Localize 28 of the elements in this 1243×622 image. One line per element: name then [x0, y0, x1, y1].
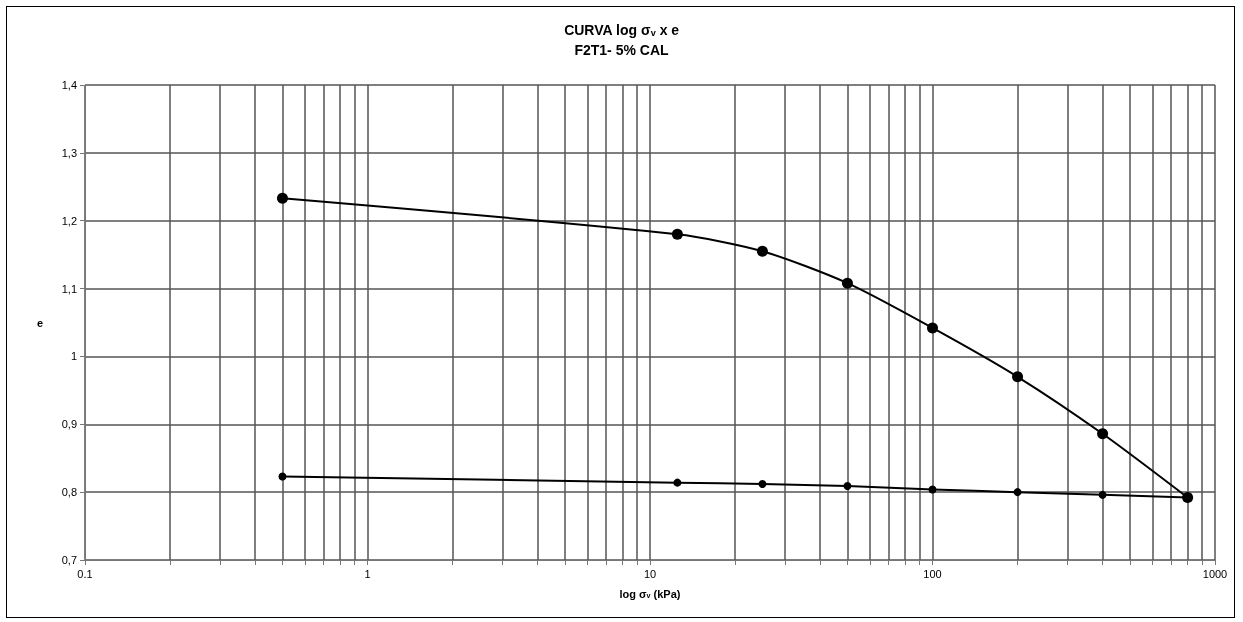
point [1013, 488, 1022, 497]
y-tick-label: 0,7 [61, 554, 77, 566]
point [671, 228, 683, 240]
point [927, 322, 938, 334]
point [758, 480, 767, 488]
point [756, 245, 768, 257]
point [673, 478, 682, 487]
y-tick-label: 0,9 [61, 418, 77, 431]
y-tick-label: 1,2 [61, 214, 77, 227]
x-tick-label: 0.1 [77, 567, 93, 580]
point [1012, 371, 1024, 383]
point [928, 485, 937, 494]
x-tick-label: 1000 [1202, 567, 1228, 580]
chart-title: CURVA log σv x e [564, 22, 680, 39]
y-tick-label: 1,1 [61, 282, 77, 295]
y-tick-label: 1,4 [61, 79, 77, 91]
point [841, 277, 853, 289]
x-tick-label: 1 [364, 567, 371, 580]
chart-subtitle: F2T1- 5% CAL [574, 42, 670, 59]
point [1098, 490, 1107, 499]
y-tick-label: 1 [70, 350, 77, 363]
y-axis-title: e [36, 316, 43, 329]
x-tick-label: 10 [643, 567, 657, 580]
x-tick-label: 100 [923, 567, 942, 580]
y-tick-label: 1,3 [61, 146, 77, 159]
point [1097, 428, 1109, 440]
y-tick-label: 0,8 [61, 486, 77, 499]
point [843, 482, 852, 491]
